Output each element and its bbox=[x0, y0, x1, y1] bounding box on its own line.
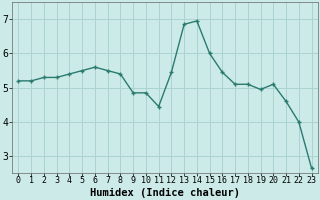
X-axis label: Humidex (Indice chaleur): Humidex (Indice chaleur) bbox=[90, 188, 240, 198]
